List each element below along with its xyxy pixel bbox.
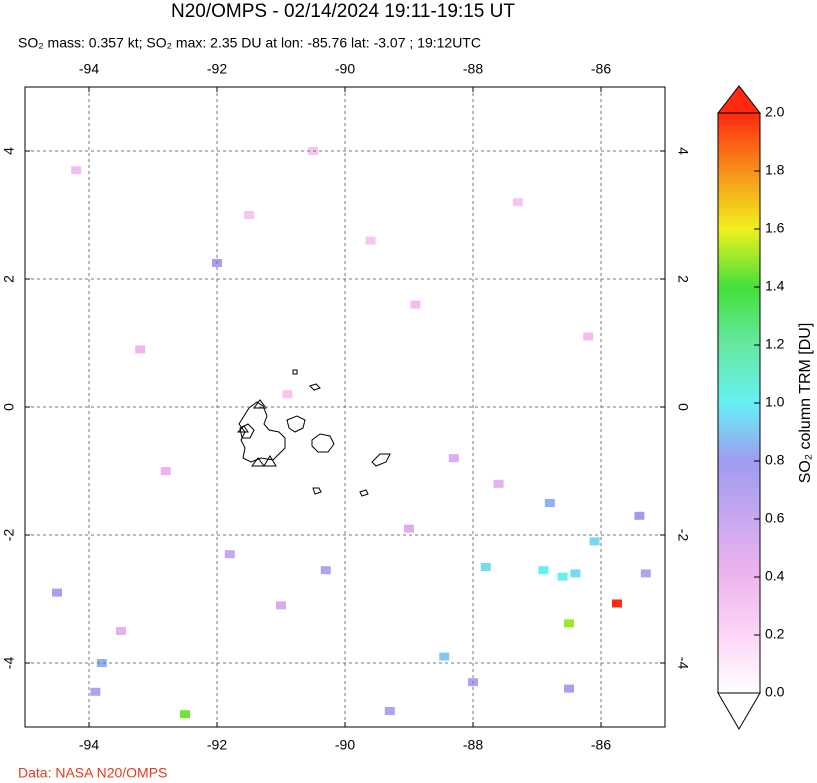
so2-pixel bbox=[404, 524, 414, 533]
so2-pixel bbox=[365, 236, 376, 245]
colorbar-tick-label: 0.2 bbox=[765, 626, 785, 642]
so2-pixel bbox=[564, 684, 574, 693]
y-tick-label: -4 bbox=[675, 657, 691, 670]
so2-pixel bbox=[384, 707, 395, 715]
so2-pixel bbox=[640, 569, 651, 578]
so2-pixel bbox=[538, 566, 549, 575]
colorbar-tick-label: 0.4 bbox=[765, 568, 785, 584]
y-tick-label: 0 bbox=[675, 403, 691, 411]
colorbar-tick-label: 1.0 bbox=[765, 394, 785, 410]
colorbar-extend-top bbox=[716, 85, 762, 114]
y-tick-label: -2 bbox=[1, 529, 17, 542]
so2-pixel bbox=[583, 332, 594, 341]
so2-pixel bbox=[90, 687, 101, 696]
y-tick-label: 4 bbox=[675, 147, 691, 155]
colorbar-tick-label: 2.0 bbox=[765, 104, 785, 120]
so2-pixel bbox=[320, 566, 331, 575]
coastline bbox=[236, 369, 391, 497]
so2-pixel bbox=[410, 300, 421, 309]
so2-pixel bbox=[244, 211, 254, 219]
so2-pixel bbox=[224, 550, 235, 559]
x-tick-label: -94 bbox=[79, 61, 99, 77]
so2-pixel bbox=[544, 499, 555, 507]
colorbar-tick-label: 1.4 bbox=[765, 278, 785, 294]
so2-pixel bbox=[612, 599, 622, 608]
x-tick-label: -94 bbox=[79, 737, 99, 753]
so2-pixel bbox=[493, 479, 504, 488]
so2-pixel bbox=[116, 627, 126, 635]
x-tick-label: -88 bbox=[463, 737, 483, 753]
x-tick-label: -92 bbox=[207, 61, 227, 77]
so2-pixel bbox=[135, 345, 146, 354]
so2-pixel bbox=[71, 166, 82, 175]
colorbar-tick-label: 0.0 bbox=[765, 684, 785, 700]
x-tick-label: -90 bbox=[335, 61, 355, 77]
so2-pixel bbox=[439, 652, 450, 661]
x-tick-label: -88 bbox=[463, 61, 483, 77]
colorbar-tick-label: 0.6 bbox=[765, 510, 785, 526]
so2-pixel bbox=[570, 569, 581, 578]
y-tick-label: -2 bbox=[675, 529, 691, 542]
x-tick-label: -86 bbox=[591, 737, 611, 753]
colorbar-extend-bottom bbox=[717, 692, 761, 730]
so2-pixel bbox=[557, 572, 568, 581]
pixel-layer bbox=[52, 147, 651, 719]
colorbar-tick-label: 1.6 bbox=[765, 220, 785, 236]
colorbar-label: SO₂ column TRM [DU] bbox=[797, 323, 814, 484]
y-tick-label: 2 bbox=[675, 275, 691, 283]
so2-pixel bbox=[282, 390, 293, 399]
y-tick-label: -4 bbox=[1, 657, 17, 670]
subtitle: SO₂ mass: 0.357 kt; SO₂ max: 2.35 DU at … bbox=[18, 35, 481, 51]
colorbar-tick-label: 1.8 bbox=[765, 162, 785, 178]
title: N20/OMPS - 02/14/2024 19:11-19:15 UT bbox=[171, 1, 515, 22]
credit: Data: NASA N20/OMPS bbox=[18, 765, 167, 781]
y-tick-label: 2 bbox=[1, 275, 17, 283]
y-tick-label: 4 bbox=[1, 147, 17, 155]
so2-pixel bbox=[448, 454, 459, 463]
so2-pixel bbox=[180, 710, 190, 719]
so2-pixel bbox=[480, 563, 491, 571]
so2-pixel bbox=[276, 601, 286, 610]
so2-pixel bbox=[52, 588, 62, 597]
so2-pixel bbox=[160, 467, 171, 475]
colorbar bbox=[717, 112, 761, 694]
x-tick-label: -90 bbox=[335, 737, 355, 753]
colorbar-tick-label: 0.8 bbox=[765, 452, 785, 468]
so2-pixel bbox=[589, 537, 600, 546]
so2-pixel bbox=[564, 619, 574, 628]
x-tick-label: -86 bbox=[591, 61, 611, 77]
colorbar-tick-label: 1.2 bbox=[765, 336, 785, 352]
x-tick-label: -92 bbox=[207, 737, 227, 753]
so2-pixel bbox=[512, 198, 523, 207]
y-tick-label: 0 bbox=[1, 403, 17, 411]
so2-pixel bbox=[96, 659, 107, 667]
so2-pixel bbox=[634, 511, 645, 520]
